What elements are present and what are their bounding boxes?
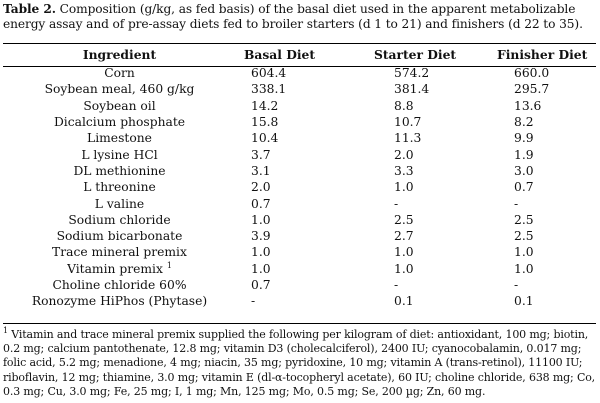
cell-finisher-diet: 0.1 (514, 294, 534, 309)
cell-basal-diet: 14.2 (251, 98, 279, 113)
cell-basal-diet: 338.1 (251, 82, 287, 97)
cell-ingredient: L lysine HCl (81, 147, 158, 162)
cell-ingredient: L valine (94, 196, 145, 211)
cell-ingredient: Corn (104, 66, 135, 81)
cell-finisher-diet: 2.5 (514, 229, 534, 244)
caption-text: Composition (g/kg, as fed basis) of the … (3, 2, 583, 31)
footnote-marker: 1 (3, 326, 8, 335)
bottom-rule (3, 323, 596, 325)
cell-finisher-diet: 295.7 (514, 82, 550, 97)
cell-starter-diet: 2.5 (394, 212, 414, 227)
cell-basal-diet: 3.9 (251, 229, 271, 244)
cell-ingredient: DL methionine (73, 163, 166, 178)
cell-starter-diet: 3.3 (394, 163, 414, 178)
header-row: Ingredient Basal Diet Starter Diet Finis… (3, 44, 596, 65)
cell-basal-diet: 0.7 (251, 278, 271, 292)
header-basal-diet: Basal Diet (244, 47, 316, 62)
table-body: Corn 604.4 574.2 660.0 Soybean meal, 460 g/k… (3, 65, 596, 309)
header-rule (3, 66, 596, 67)
cell-basal-diet: 1.0 (251, 212, 271, 227)
table-row: Vitamin premix 1 1.0 1.0 1.0 (3, 261, 596, 277)
cell-basal-diet: 1.0 (251, 261, 271, 276)
cell-basal-diet: - (251, 294, 256, 309)
cell-finisher-diet: - (514, 278, 519, 292)
table-row: Corn 604.4 574.2 660.0 (3, 65, 596, 81)
cell-finisher-diet: 660.0 (514, 66, 550, 81)
cell-basal-diet: 3.1 (251, 163, 271, 178)
header-ingredient: Ingredient (82, 47, 157, 62)
table-row: L lysine HCl 3.7 2.0 1.9 (3, 146, 596, 162)
table-row: Sodium chloride 1.0 2.5 2.5 (3, 212, 596, 228)
cell-ingredient: Soybean oil (83, 98, 156, 113)
cell-finisher-diet: - (514, 196, 519, 211)
cell-basal-diet: 1.0 (251, 245, 271, 260)
table-row: Dicalcium phosphate 15.8 10.7 8.2 (3, 114, 596, 130)
cell-starter-diet: 574.2 (394, 66, 430, 81)
table-label: Table 2. (3, 2, 56, 16)
cell-finisher-diet: 1.0 (514, 245, 534, 260)
cell-ingredient: Limestone (87, 131, 152, 146)
cell-starter-diet: 1.0 (394, 180, 414, 195)
table-row: Trace mineral premix 1.0 1.0 1.0 (3, 244, 596, 260)
cell-finisher-diet: 1.0 (514, 261, 534, 276)
cell-finisher-diet: 8.2 (514, 115, 534, 130)
cell-ingredient: Sodium bicarbonate (56, 229, 183, 244)
table-row: L threonine 2.0 1.0 0.7 (3, 179, 596, 195)
table-row: Sodium bicarbonate 3.9 2.7 2.5 (3, 228, 596, 244)
cell-basal-diet: 0.7 (251, 196, 271, 211)
footnote: 1 Vitamin and trace mineral premix suppl… (3, 326, 597, 399)
cell-ingredient: Soybean meal, 460 g/kg (44, 82, 195, 97)
table-row: Soybean oil 14.2 8.8 13.6 (3, 98, 596, 114)
cell-ingredient: Trace mineral premix (52, 245, 187, 260)
cell-finisher-diet: 0.7 (514, 180, 534, 195)
cell-finisher-diet: 13.6 (514, 98, 542, 113)
cell-ingredient: Dicalcium phosphate (53, 115, 186, 130)
table-row: DL methionine 3.1 3.3 3.0 (3, 163, 596, 179)
composition-table: Ingredient Basal Diet Starter Diet Finis… (3, 44, 596, 309)
cell-starter-diet: 10.7 (394, 115, 422, 130)
header-starter-diet: Starter Diet (374, 47, 457, 62)
table-row: Choline chloride 60% 0.7 - - (3, 277, 596, 293)
cell-starter-diet: 0.1 (394, 294, 414, 309)
cell-starter-diet: 1.0 (394, 261, 414, 276)
cell-ingredient: Sodium chloride (68, 212, 171, 227)
footnote-text: Vitamin and trace mineral premix supplie… (3, 328, 596, 398)
cell-starter-diet: 381.4 (394, 82, 430, 97)
cell-finisher-diet: 3.0 (514, 163, 534, 178)
table-row: Limestone 10.4 11.3 9.9 (3, 130, 596, 146)
cell-finisher-diet: 2.5 (514, 212, 534, 227)
cell-finisher-diet: 1.9 (514, 147, 534, 162)
cell-starter-diet: 1.0 (394, 245, 414, 260)
cell-ingredient: Choline chloride 60% (52, 278, 187, 292)
cell-ingredient: Ronozyme HiPhos (Phytase) (31, 294, 208, 309)
table-row: L valine 0.7 - - (3, 195, 596, 211)
cell-starter-diet: 2.7 (394, 229, 414, 244)
footnote-ref: 1 (166, 260, 172, 270)
cell-starter-diet: - (394, 278, 399, 292)
cell-basal-diet: 2.0 (251, 180, 271, 195)
cell-basal-diet: 10.4 (251, 131, 279, 146)
cell-basal-diet: 3.7 (251, 147, 271, 162)
header-finisher-diet: Finisher Diet (497, 47, 588, 62)
cell-starter-diet: 2.0 (394, 147, 414, 162)
cell-ingredient: L threonine (83, 180, 156, 195)
table-row: Soybean meal, 460 g/kg 338.1 381.4 295.7 (3, 81, 596, 97)
cell-basal-diet: 15.8 (251, 115, 279, 130)
top-rule (3, 43, 596, 45)
table-row: Ronozyme HiPhos (Phytase) - 0.1 0.1 (3, 293, 596, 309)
cell-starter-diet: - (394, 196, 399, 211)
cell-starter-diet: 11.3 (394, 131, 422, 146)
cell-finisher-diet: 9.9 (514, 131, 534, 146)
cell-basal-diet: 604.4 (251, 66, 287, 81)
cell-starter-diet: 8.8 (394, 98, 414, 113)
cell-ingredient: Vitamin premix 1 (67, 260, 172, 276)
table-caption: Table 2. Composition (g/kg, as fed basis… (3, 2, 597, 32)
